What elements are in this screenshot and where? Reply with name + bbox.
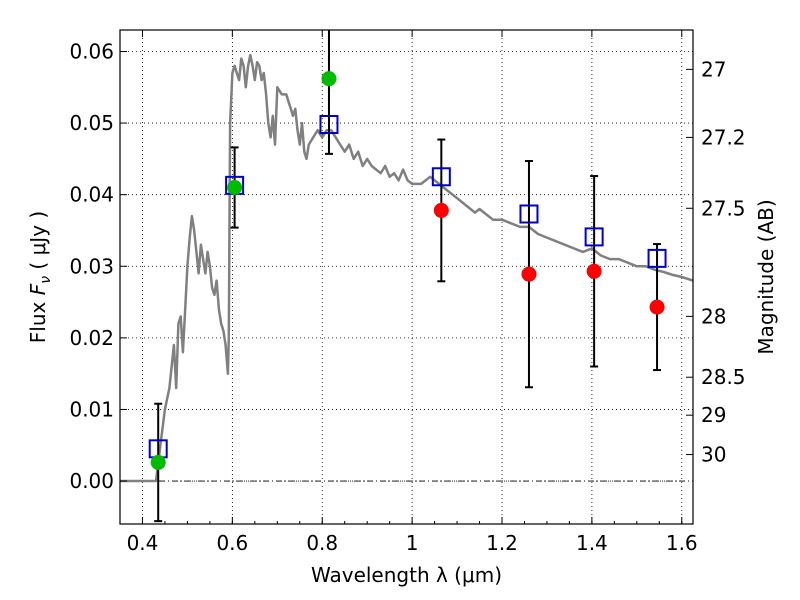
x-tick-label: 1.2 — [486, 531, 518, 555]
data-point — [227, 180, 243, 196]
x-tick-label: 1.6 — [666, 531, 698, 555]
y-tick-label: 0.05 — [69, 111, 114, 135]
x-axis-label: Wavelength λ (μm) — [311, 563, 502, 587]
y-tick-label: 0.02 — [69, 326, 114, 350]
model-flux-square — [431, 167, 451, 187]
x-tick-label: 0.8 — [306, 531, 338, 555]
y2-tick-label: 28.5 — [701, 365, 746, 389]
grid-lines — [120, 30, 693, 524]
y2-tick-label: 28 — [701, 304, 726, 328]
y-axis-ticks: 0.00 0.01 0.02 0.03 0.04 0.05 0.06 — [69, 39, 127, 493]
data-point — [433, 202, 449, 218]
data-point — [321, 71, 337, 87]
plot-frame — [119, 29, 694, 525]
model-spectrum-line — [120, 53, 694, 483]
data-point — [649, 299, 665, 315]
x-axis-ticks: 0.4 0.6 0.8 1 1.2 1.4 1.6 — [127, 30, 698, 555]
y-tick-label: 0.00 — [69, 469, 114, 493]
data-point — [150, 454, 166, 470]
y-tick-label: 0.06 — [69, 39, 114, 63]
x-tick-label: 1 — [406, 531, 419, 555]
data-point — [521, 266, 537, 282]
y-tick-label: 0.03 — [69, 254, 114, 278]
x-tick-label: 1.4 — [576, 531, 608, 555]
y2-tick-label: 27.5 — [701, 196, 746, 220]
y-tick-label: 0.04 — [69, 183, 114, 207]
x-tick-label: 0.6 — [216, 531, 248, 555]
model-spectrum-layer — [120, 53, 694, 483]
y2-tick-label: 27.2 — [701, 125, 746, 149]
y-axis-label-prefix: Flux — [26, 295, 50, 343]
y2-tick-label: 27 — [701, 57, 726, 81]
y2-axis-ticks: 27 27.2 27.5 28 28.5 29 30 — [686, 57, 746, 467]
y-axis-label-subscript: ν — [38, 276, 54, 284]
model-flux-square — [584, 227, 604, 247]
model-flux-square — [519, 204, 539, 224]
y-tick-label: 0.01 — [69, 397, 114, 421]
data-markers — [148, 71, 667, 470]
y2-tick-label: 29 — [701, 403, 726, 427]
y2-tick-label: 30 — [701, 443, 726, 467]
y-axis-label-suffix: ( μJy ) — [26, 211, 50, 276]
model-flux-square — [319, 115, 339, 135]
data-point — [586, 263, 602, 279]
x-tick-label: 0.4 — [127, 531, 159, 555]
y-axis-label-symbol: F — [26, 283, 50, 295]
y2-axis-label: Magnitude (AB) — [754, 199, 778, 354]
model-flux-square — [647, 248, 667, 268]
y-axis-label: Flux Fν ( μJy ) — [26, 211, 54, 343]
